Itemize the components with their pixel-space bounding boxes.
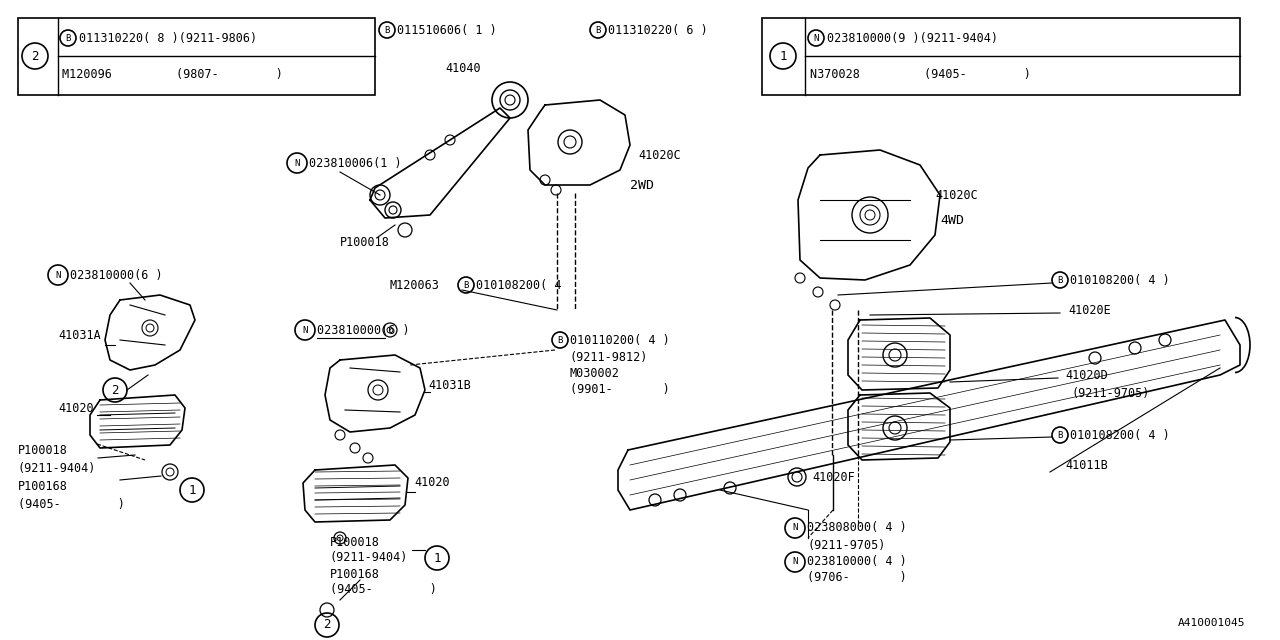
Text: B: B: [595, 26, 600, 35]
Text: (9211-9705): (9211-9705): [806, 538, 886, 552]
Text: 023810000(6 ): 023810000(6 ): [317, 323, 410, 337]
Text: (9901-       ): (9901- ): [570, 383, 669, 396]
Text: (9211-9404): (9211-9404): [18, 461, 96, 474]
Text: 010108200( 4: 010108200( 4: [476, 278, 562, 291]
Text: P100018: P100018: [18, 444, 68, 456]
Text: (9706-       ): (9706- ): [806, 572, 906, 584]
Text: B: B: [463, 280, 468, 289]
Text: 010108200( 4 ): 010108200( 4 ): [1070, 429, 1170, 442]
Text: 41020: 41020: [58, 401, 93, 415]
Text: 023808000( 4 ): 023808000( 4 ): [806, 522, 906, 534]
Text: 41020C: 41020C: [637, 148, 681, 161]
Text: N370028         (9405-        ): N370028 (9405- ): [810, 67, 1030, 81]
Text: 2: 2: [31, 49, 38, 63]
Bar: [762, 18, 1240, 95]
Text: 011310220( 6 ): 011310220( 6 ): [608, 24, 708, 36]
Text: (9211-9812): (9211-9812): [570, 351, 649, 364]
Text: 4WD: 4WD: [940, 214, 964, 227]
Text: 41011B: 41011B: [1065, 458, 1107, 472]
Text: 011510606( 1 ): 011510606( 1 ): [397, 24, 497, 36]
Text: 41040: 41040: [445, 61, 480, 74]
Text: B: B: [1057, 431, 1062, 440]
Text: 41020: 41020: [413, 476, 449, 488]
Text: N: N: [792, 557, 797, 566]
Text: N: N: [792, 524, 797, 532]
Text: N: N: [55, 271, 60, 280]
Text: 1: 1: [780, 49, 787, 63]
Text: 023810000(6 ): 023810000(6 ): [70, 269, 163, 282]
Text: 2WD: 2WD: [630, 179, 654, 191]
Text: P100168: P100168: [18, 479, 68, 493]
Text: (9405-        ): (9405- ): [18, 497, 125, 511]
Text: P100168: P100168: [330, 568, 380, 580]
Text: A410001045: A410001045: [1178, 618, 1245, 628]
Text: 1: 1: [188, 483, 196, 497]
Text: B: B: [1057, 275, 1062, 285]
Text: 41031B: 41031B: [428, 378, 471, 392]
Text: 41020D: 41020D: [1065, 369, 1107, 381]
Text: P100018: P100018: [340, 236, 390, 248]
Text: 41020C: 41020C: [934, 189, 978, 202]
Text: 41020E: 41020E: [1068, 303, 1111, 317]
Text: N: N: [813, 33, 819, 42]
Text: 023810000(9 )(9211-9404): 023810000(9 )(9211-9404): [827, 31, 998, 45]
Text: 023810006(1 ): 023810006(1 ): [308, 157, 402, 170]
Text: 010108200( 4 ): 010108200( 4 ): [1070, 273, 1170, 287]
Text: 2: 2: [324, 618, 330, 632]
Text: 2: 2: [111, 383, 119, 397]
Text: B: B: [65, 33, 70, 42]
Text: M030002: M030002: [570, 367, 620, 380]
Text: N: N: [294, 159, 300, 168]
Text: M120096         (9807-        ): M120096 (9807- ): [61, 67, 283, 81]
Text: 011310220( 8 )(9211-9806): 011310220( 8 )(9211-9806): [79, 31, 257, 45]
Text: (9211-9404): (9211-9404): [330, 552, 408, 564]
Bar: [18, 18, 375, 95]
Text: M120063: M120063: [390, 278, 440, 291]
Text: 1: 1: [433, 552, 440, 564]
Text: (9405-        ): (9405- ): [330, 584, 436, 596]
Text: B: B: [384, 26, 389, 35]
Text: 41031A: 41031A: [58, 328, 101, 342]
Text: 41020F: 41020F: [812, 470, 855, 483]
Text: 023810000( 4 ): 023810000( 4 ): [806, 556, 906, 568]
Text: 010110200( 4 ): 010110200( 4 ): [570, 333, 669, 346]
Text: N: N: [302, 326, 307, 335]
Text: B: B: [557, 335, 563, 344]
Text: P100018: P100018: [330, 536, 380, 548]
Text: (9211-9705): (9211-9705): [1073, 387, 1151, 399]
